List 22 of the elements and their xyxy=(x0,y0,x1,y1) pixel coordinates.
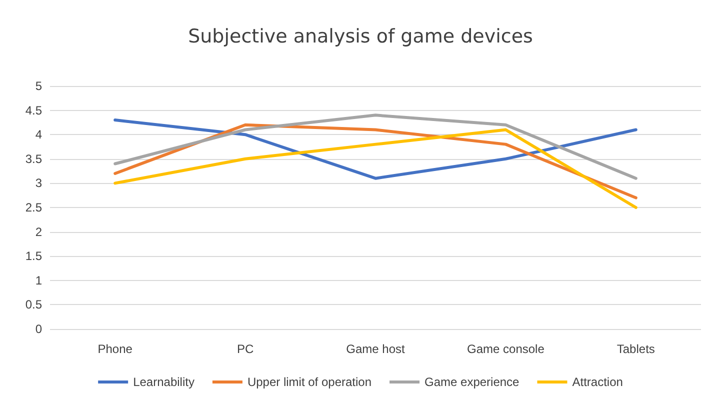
y-tick-label: 4 xyxy=(35,128,42,142)
legend-label: Learnability xyxy=(133,375,194,389)
y-tick-label: 3.5 xyxy=(25,152,42,166)
y-tick-label: 1 xyxy=(35,273,42,288)
y-tick-label: 5 xyxy=(35,79,42,93)
legend-label: Upper limit of operation xyxy=(247,375,372,389)
x-tick-label: PC xyxy=(236,342,254,356)
y-tick-label: 4.5 xyxy=(25,103,42,118)
y-tick-label: 2 xyxy=(35,224,42,239)
legend-label: Game experience xyxy=(424,375,520,389)
line-series xyxy=(114,128,638,209)
chart-title: Subjective analysis of game devices xyxy=(188,26,533,48)
legend-label: Attraction xyxy=(572,375,623,389)
x-tick-label: Phone xyxy=(98,342,133,356)
y-tick-label: 1.5 xyxy=(25,249,42,264)
x-tick-label: Game console xyxy=(467,342,545,356)
y-tick-label: 2.5 xyxy=(25,200,42,214)
y-tick-label: 0.5 xyxy=(25,298,42,312)
x-tick-label: Tablets xyxy=(616,342,655,356)
x-tick-label: Game host xyxy=(346,342,406,356)
y-tick-label: 0 xyxy=(35,322,42,336)
y-tick-label: 3 xyxy=(35,176,42,190)
